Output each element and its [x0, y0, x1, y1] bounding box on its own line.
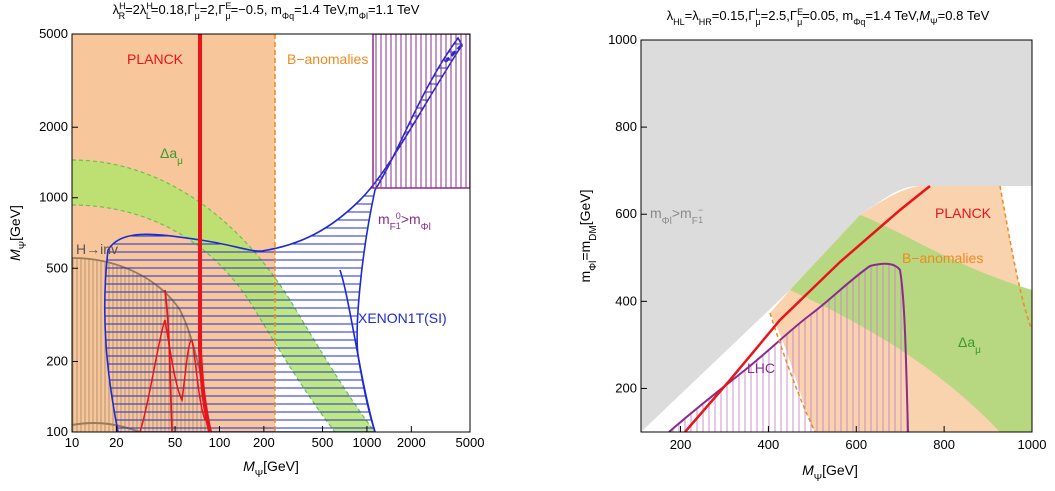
right-title: λHL=λHR=0.15,ΓL μ=2.5,ΓE μ=0.05, mΦq=1.4 T…	[667, 7, 990, 27]
right-x-tick-label: 600	[845, 437, 867, 452]
left-x-tick-label: 50	[168, 435, 182, 450]
right-planck-line	[684, 185, 931, 432]
right-x-ticks: 200 400 600 800 1000	[670, 426, 1047, 452]
left-plot-area	[72, 34, 470, 432]
left-y-tick-label: 500	[46, 260, 68, 275]
left-x-tick-label: 20	[109, 435, 123, 450]
left-frame	[71, 33, 471, 433]
left-x-axis-label: MΨ[GeV]	[243, 458, 299, 480]
planck-curve-2	[139, 319, 206, 432]
lhc-region	[669, 263, 908, 432]
left-y-tick-label: 5000	[39, 26, 68, 41]
excluded-region	[641, 40, 1032, 432]
planck-band	[198, 34, 212, 432]
right-x-tick-label: 800	[933, 437, 955, 452]
right-x-tick-label: 200	[670, 437, 692, 452]
left-y-tick-label: 1000	[39, 190, 68, 205]
xenon-inner-edge	[339, 269, 376, 432]
left-x-tick-label: 500	[312, 435, 334, 450]
left-x-tick-label: 10	[65, 435, 79, 450]
right-lhc-label: LHC	[747, 360, 775, 376]
left-x-tick-label: 5000	[456, 435, 485, 450]
left-planck-label: PLANCK	[127, 51, 184, 67]
left-x-tick-label: 1000	[352, 435, 381, 450]
right-b-anomalies-label: B−anomalies	[902, 250, 983, 266]
right-panel: λHL=λHR=0.15,ΓL μ=2.5,ΓE μ=0.05, mΦq=1.4 T…	[577, 7, 1046, 484]
left-y-tick-label: 200	[46, 353, 68, 368]
right-y-tick-label: 200	[615, 380, 637, 395]
left-y-tick-label: 2000	[39, 119, 68, 134]
right-x-tick-label: 400	[758, 437, 780, 452]
left-y-ticks: 100 200 500 1000 2000 5000	[39, 26, 78, 439]
left-x-tick-label: 100	[209, 435, 231, 450]
lhc-contour	[668, 262, 909, 432]
right-y-ticks: 200 400 600 800 1000	[608, 32, 647, 395]
left-y-axis-label: MΨ[GeV]	[7, 205, 29, 261]
delta-a-mu-upper-edge	[72, 159, 376, 432]
left-y-tick-label: 100	[46, 424, 68, 439]
left-x-tick-label: 2000	[397, 435, 426, 450]
left-xenon-label: XENON1T(SI)	[358, 310, 447, 326]
left-panel: λH R=2λH L=0.18,ΓL μ=2,ΓE μ=−0.5, mΦq=1.4 Te…	[7, 1, 484, 480]
right-x-axis-label: MΨ[GeV]	[802, 462, 858, 484]
left-title: λH R=2λH L=0.18,ΓL μ=2,ΓE μ=−0.5, mΦq=1.4 Te…	[113, 1, 420, 21]
right-delta-amu-region	[790, 215, 1032, 432]
right-y-tick-label: 600	[615, 206, 637, 221]
planck-curve-1	[164, 289, 173, 432]
left-h-inv-label: H→inv	[76, 241, 118, 257]
right-planck-label: PLANCK	[935, 205, 992, 221]
left-b-anomalies-label: B−anomalies	[287, 51, 368, 67]
right-y-axis-label: mΦl=mDM[GeV]	[577, 189, 599, 282]
right-frame	[640, 39, 1033, 433]
left-x-ticks: 10 20 50 100 200 500 1000 2000 5000	[65, 426, 485, 450]
right-y-tick-label: 800	[615, 119, 637, 134]
right-plot-area	[641, 40, 1032, 432]
right-y-tick-label: 1000	[608, 32, 637, 47]
right-b-anomalies-right-edge	[999, 185, 1032, 331]
right-y-tick-label: 400	[615, 293, 637, 308]
left-x-tick-label: 200	[253, 435, 275, 450]
right-b-anomalies-left-edge	[769, 312, 816, 432]
mass-bound-region	[372, 34, 470, 189]
left-mass-bound-label: mF0 1>mΦl	[378, 211, 431, 233]
right-x-tick-label: 1000	[1018, 437, 1047, 452]
